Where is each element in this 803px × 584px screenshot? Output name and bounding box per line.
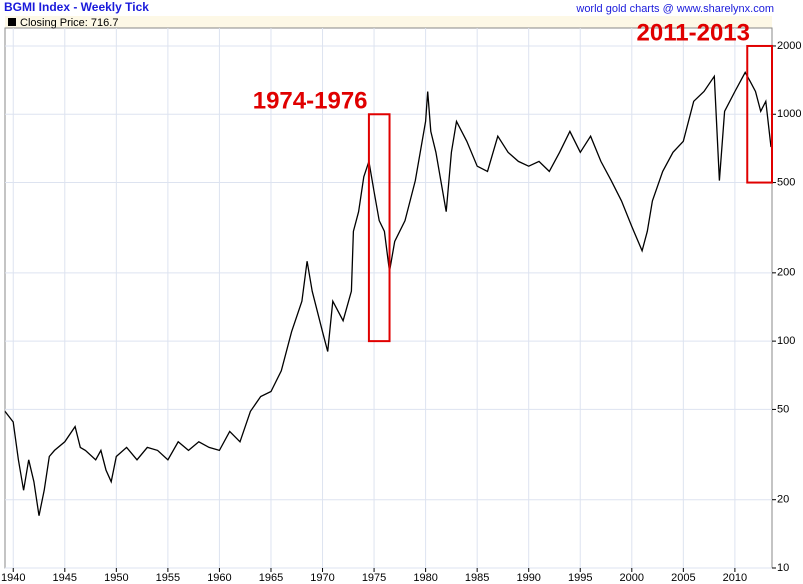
legend-swatch <box>8 18 16 26</box>
chart-title: BGMI Index - Weekly Tick <box>4 0 149 14</box>
x-tick-label: 2005 <box>671 572 695 584</box>
x-tick-label: 1985 <box>465 572 489 584</box>
annotation-label: 1974-1976 <box>253 88 368 115</box>
x-tick-label: 1960 <box>207 572 231 584</box>
x-tick-label: 1980 <box>413 572 437 584</box>
plot <box>4 71 772 516</box>
legend-label: Closing Price: 716.7 <box>20 17 118 29</box>
y-tick-label: 1000 <box>777 108 801 120</box>
y-tick-label: 2000 <box>777 40 801 52</box>
y-tick-label: 200 <box>777 267 795 279</box>
x-tick-label: 1950 <box>104 572 128 584</box>
annotation-box <box>367 113 391 343</box>
x-tick-label: 1940 <box>1 572 25 584</box>
plot-area <box>4 27 773 569</box>
annotation-box <box>746 44 773 184</box>
annotation-label: 2011-2013 <box>637 19 750 46</box>
legend-strip <box>5 16 772 28</box>
x-tick-label: 1970 <box>310 572 334 584</box>
x-tick-label: 1995 <box>568 572 592 584</box>
y-tick-label: 50 <box>777 403 789 415</box>
x-tick-label: 1955 <box>156 572 180 584</box>
x-tick-label: 2000 <box>620 572 644 584</box>
x-tick-label: 1965 <box>259 572 283 584</box>
source: world gold charts @ www.sharelynx.com <box>575 3 774 15</box>
y-tick-label: 10 <box>777 562 789 574</box>
y-tick-label: 100 <box>777 335 795 347</box>
price-line <box>4 71 772 516</box>
y-tick-label: 20 <box>777 494 789 506</box>
x-tick-label: 2010 <box>723 572 747 584</box>
x-tick-label: 1945 <box>53 572 77 584</box>
x-tick-label: 1990 <box>516 572 540 584</box>
y-tick-label: 500 <box>777 176 795 188</box>
x-tick-label: 1975 <box>362 572 386 584</box>
